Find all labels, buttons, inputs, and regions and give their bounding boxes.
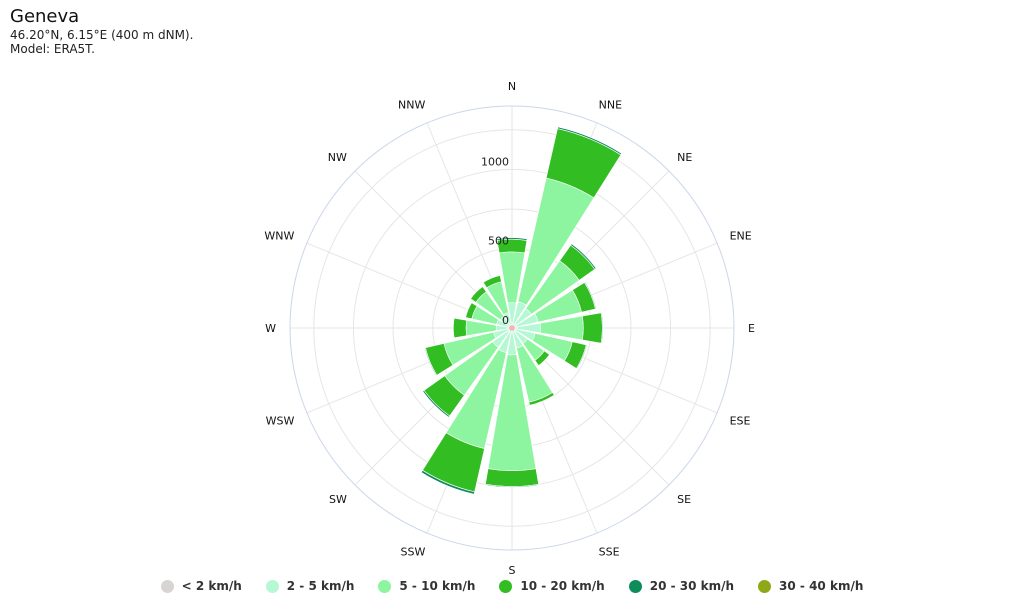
legend-label: 30 - 40 km/h	[779, 579, 864, 593]
legend-label: < 2 km/h	[181, 579, 242, 593]
wind-bar-nnw	[482, 275, 502, 289]
direction-label-sw: SW	[329, 493, 347, 506]
direction-label-nw: NW	[328, 151, 347, 164]
wind-bar-e	[600, 312, 604, 344]
direction-label-wnw: WNW	[264, 229, 294, 242]
legend-swatch	[758, 579, 772, 593]
wind-bar-ese	[576, 344, 588, 370]
direction-label-nne: NNE	[599, 98, 622, 111]
legend-label: 20 - 30 km/h	[649, 579, 735, 593]
chart-legend: < 2 km/h 2 - 5 km/h 5 - 10 km/h 10 - 20 km/…	[0, 574, 1024, 598]
legend-label: 10 - 20 km/h	[520, 579, 605, 593]
wind-bar-se	[534, 350, 550, 366]
radial-tick-label: 0	[502, 314, 509, 327]
wind-bar-ne	[570, 243, 597, 270]
direction-label-se: SE	[677, 493, 691, 506]
wind-bar-s	[485, 468, 539, 487]
wind-bar-sw	[422, 389, 451, 418]
direction-label-w: W	[265, 322, 276, 335]
legend-swatch	[378, 579, 392, 593]
wind-bar-ene	[584, 281, 597, 310]
legend-swatch	[160, 579, 174, 593]
legend-item[interactable]: 2 - 5 km/h	[265, 579, 355, 593]
radial-tick-label: 500	[488, 235, 509, 248]
direction-label-ne: NE	[677, 151, 692, 164]
direction-label-wsw: WSW	[266, 415, 295, 428]
location-coordinates: 46.20°N, 6.15°E (400 m dNM).	[10, 28, 194, 42]
direction-label-sse: SSE	[599, 546, 620, 559]
legend-item[interactable]: 20 - 30 km/h	[628, 579, 735, 593]
legend-label: 2 - 5 km/h	[286, 579, 355, 593]
legend-item[interactable]: 5 - 10 km/h	[378, 579, 475, 593]
wind-bar-nne	[557, 126, 623, 156]
center-marker	[509, 325, 515, 331]
chart-title: Geneva	[10, 6, 80, 27]
wind-bar-w	[453, 317, 468, 339]
wind-bar-nw	[470, 286, 487, 303]
direction-label-n: N	[508, 80, 516, 93]
direction-label-ese: ESE	[730, 415, 751, 428]
legend-label: 5 - 10 km/h	[399, 579, 476, 593]
legend-swatch	[499, 579, 513, 593]
wind-bar-ssw	[420, 469, 475, 495]
wind-bar-wsw	[424, 347, 438, 377]
direction-label-ssw: SSW	[401, 546, 426, 559]
model-label: Model: ERA5T.	[10, 42, 95, 56]
legend-swatch	[628, 579, 642, 593]
direction-label-ene: ENE	[730, 229, 752, 242]
legend-swatch	[265, 579, 279, 593]
direction-label-s: S	[509, 564, 516, 574]
wind-bar-s	[484, 483, 540, 488]
direction-label-e: E	[748, 322, 755, 335]
direction-label-nnw: NNW	[398, 98, 425, 111]
legend-item[interactable]: < 2 km/h	[160, 579, 242, 593]
chart-header: Geneva 46.20°N, 6.15°E (400 m dNM). Mode…	[10, 6, 193, 56]
wind-bar-e	[582, 312, 603, 344]
radial-tick-label: 1000	[481, 155, 509, 168]
legend-item[interactable]: 10 - 20 km/h	[499, 579, 605, 593]
wind-rose-chart: 0 500 1000 N NNE NE ENE E ESE SE SSE S SSW SW WSW W WNW N…	[264, 80, 755, 574]
wind-bar-wnw	[465, 302, 478, 320]
wind-bar-n	[496, 237, 528, 241]
wind-bar-sse	[528, 392, 555, 406]
outer-ring	[289, 105, 735, 551]
legend-item[interactable]: 30 - 40 km/h	[758, 579, 863, 593]
